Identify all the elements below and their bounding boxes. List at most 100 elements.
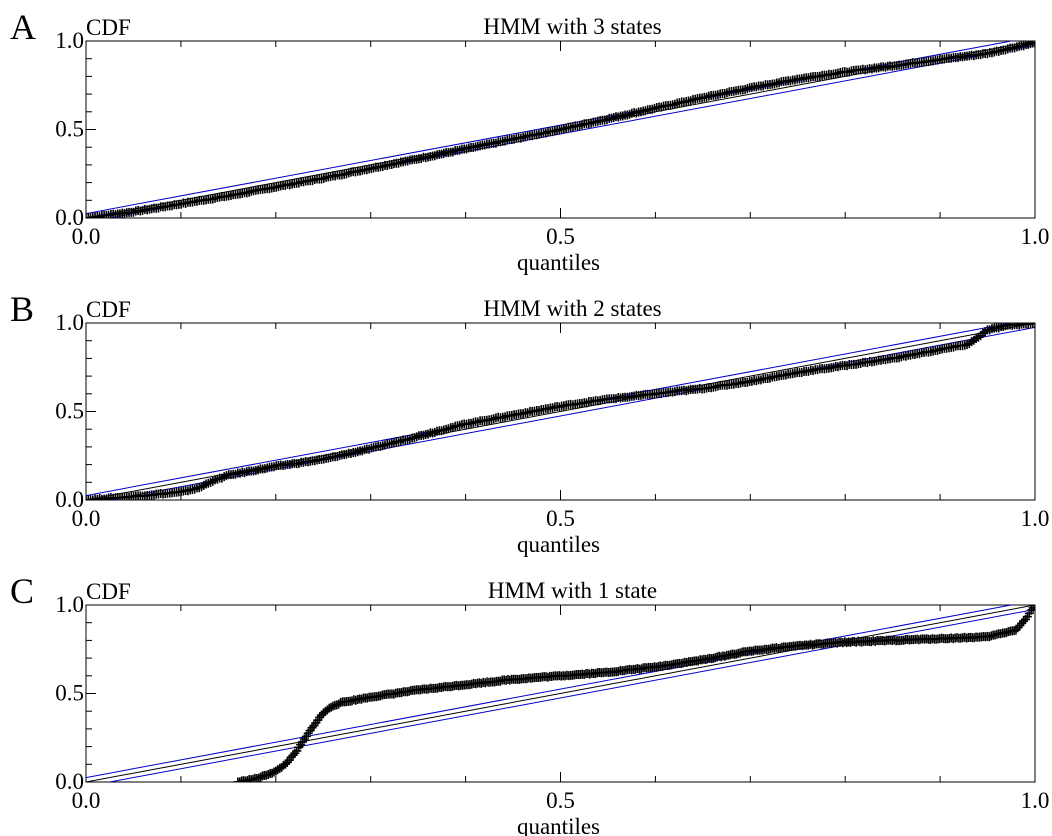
y-tick-label: 0.0 xyxy=(55,205,84,230)
data-point xyxy=(95,212,105,218)
chart-title: HMM with 3 states xyxy=(483,14,661,39)
data-point xyxy=(990,630,1000,640)
data-point xyxy=(702,92,712,102)
data-point xyxy=(815,71,825,81)
data-point xyxy=(742,377,752,387)
data-point xyxy=(1030,323,1035,328)
plot-area xyxy=(86,605,1035,782)
data-point xyxy=(647,104,657,114)
data-point xyxy=(720,651,730,661)
chart-title: HMM with 1 state xyxy=(488,578,657,603)
y-tick-label: 0.5 xyxy=(55,681,84,706)
data-point xyxy=(797,367,807,377)
x-axis-label: quantiles xyxy=(517,532,600,557)
data-point xyxy=(758,81,768,91)
x-axis-label: quantiles xyxy=(517,250,600,275)
data-point xyxy=(423,684,433,694)
x-tick-label: 1.0 xyxy=(1021,506,1050,531)
data-point xyxy=(129,207,139,217)
x-axis-label: quantiles xyxy=(517,814,600,836)
x-tick-label: 1.0 xyxy=(1021,788,1050,813)
data-point xyxy=(376,691,386,701)
data-point xyxy=(242,776,252,782)
data-point xyxy=(742,84,752,94)
data-point xyxy=(455,420,465,430)
data-point xyxy=(518,409,528,419)
data-point xyxy=(226,190,236,200)
panel-1: B CDF HMM with 2 states 0.0 0.5 1.0 0.0 0.5 1.0 q… xyxy=(10,289,1049,557)
data-point xyxy=(735,648,745,658)
series-0 xyxy=(233,605,1035,782)
data-point xyxy=(256,772,266,782)
x-tick-label: 0.5 xyxy=(546,788,575,813)
y-axis-label: CDF xyxy=(86,15,131,40)
data-point xyxy=(507,410,517,420)
data-point xyxy=(307,723,317,733)
data-point xyxy=(341,169,351,179)
data-point xyxy=(326,702,336,712)
data-point xyxy=(751,376,761,386)
data-point xyxy=(534,406,544,416)
panel-0: A CDF HMM with 3 states 0.0 0.5 1.0 0.0 0.5 1.0 q… xyxy=(10,7,1049,275)
data-point xyxy=(286,752,296,762)
x-tick-label: 0.5 xyxy=(546,224,575,249)
chart-title: HMM with 2 states xyxy=(483,296,661,321)
panel-label: A xyxy=(10,7,36,47)
data-point xyxy=(495,676,505,686)
series-0 xyxy=(86,41,1035,218)
data-point xyxy=(751,82,761,92)
confidence-band-line xyxy=(86,605,1015,779)
data-point xyxy=(636,664,646,674)
data-point xyxy=(1030,41,1035,48)
diagonal-line xyxy=(86,605,1035,782)
y-tick-label: 0.0 xyxy=(55,769,84,794)
series-0 xyxy=(86,323,1035,500)
y-tick-label: 1.0 xyxy=(55,592,84,617)
data-point xyxy=(190,484,200,494)
data-point xyxy=(319,173,329,183)
data-point xyxy=(294,458,304,468)
data-point xyxy=(523,408,533,418)
data-point xyxy=(591,669,601,679)
data-point xyxy=(489,414,499,424)
plot-area xyxy=(86,41,1035,218)
data-point xyxy=(298,177,308,187)
data-point xyxy=(1014,323,1024,330)
data-point xyxy=(785,76,795,86)
data-point xyxy=(901,351,911,361)
y-tick-label: 1.0 xyxy=(55,310,84,335)
data-point xyxy=(561,123,571,133)
data-point xyxy=(894,353,904,363)
y-tick-label: 1.0 xyxy=(55,28,84,53)
x-tick-label: 0.0 xyxy=(72,506,101,531)
data-point xyxy=(294,178,304,188)
data-point xyxy=(765,373,775,383)
data-point xyxy=(500,412,510,422)
data-point xyxy=(183,486,193,496)
data-point xyxy=(602,115,612,125)
y-axis-label: CDF xyxy=(86,579,131,604)
data-point xyxy=(774,78,784,88)
data-point xyxy=(473,417,483,427)
data-point xyxy=(722,88,732,98)
data-point xyxy=(324,703,334,713)
data-point xyxy=(288,750,298,760)
x-tick-label: 1.0 xyxy=(1021,224,1050,249)
data-point xyxy=(307,176,317,186)
data-point xyxy=(1001,627,1011,637)
data-point xyxy=(933,345,943,355)
data-point xyxy=(686,96,696,106)
data-point xyxy=(948,342,958,352)
data-point xyxy=(1019,616,1029,626)
y-axis-label: CDF xyxy=(86,297,131,322)
data-point xyxy=(775,643,785,653)
data-point xyxy=(756,375,766,385)
data-point xyxy=(404,686,414,696)
data-point xyxy=(682,658,692,668)
data-point xyxy=(263,770,273,780)
data-point xyxy=(330,171,340,181)
data-point xyxy=(781,370,791,380)
data-point xyxy=(748,646,758,656)
data-point xyxy=(244,187,254,197)
